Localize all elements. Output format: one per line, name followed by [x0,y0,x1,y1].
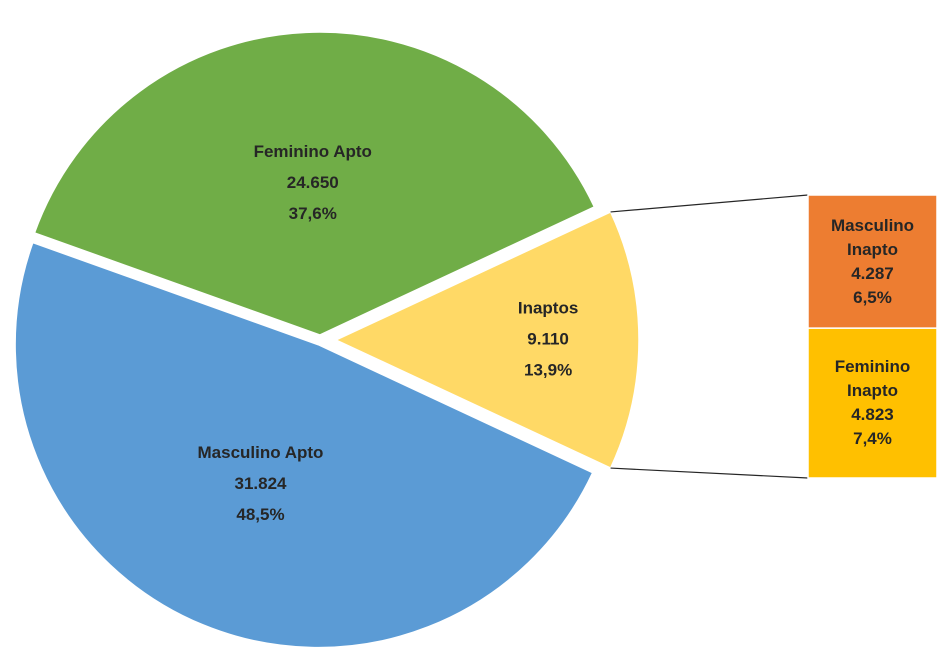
bar-segment [807,327,938,479]
bar-value: 4.823 [851,405,894,425]
slice-percent: 37,6% [289,204,337,223]
bar-category: Masculino Inapto [830,215,915,259]
pie-slice [14,241,594,649]
slice-percent: 13,9% [524,360,572,379]
slice-value: 31.824 [234,474,287,493]
bar-category: Feminino Inapto [834,357,911,401]
bar-percent: 6,5% [853,287,892,307]
pie-slice [33,31,596,336]
bar-label: Feminino Inapto 4.823 7,4% [808,328,937,478]
connector [610,194,809,213]
slice-label: Masculino Apto [198,443,324,462]
bar-value: 4.287 [851,263,894,283]
slice-percent: 48,5% [236,505,284,524]
slice-label: Feminino Apto [254,142,372,161]
slice-value: 9.110 [527,329,569,348]
pie-slice [334,210,640,470]
bar-percent: 7,4% [853,429,892,449]
connector [610,467,809,479]
slice-value: 24.650 [287,173,339,192]
slice-label: Inaptos [518,298,578,317]
bar-label: Masculino Inapto 4.287 6,5% [808,195,937,328]
